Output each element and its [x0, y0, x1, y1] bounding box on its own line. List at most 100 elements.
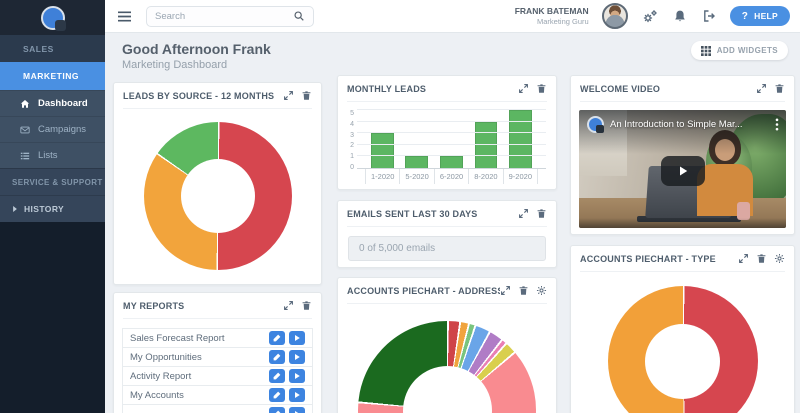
- remove-widget-button[interactable]: [774, 83, 785, 94]
- run-report-button[interactable]: [289, 331, 305, 345]
- sidebar-item-lists[interactable]: Lists: [0, 142, 105, 168]
- expand-icon: [519, 84, 528, 93]
- widget-title: WELCOME VIDEO: [580, 83, 661, 94]
- user-avatar[interactable]: [601, 3, 628, 29]
- remove-widget-button[interactable]: [756, 253, 767, 264]
- sidebar-item-sales[interactable]: SALES: [0, 35, 105, 62]
- search-box[interactable]: [146, 5, 314, 27]
- edit-report-button[interactable]: [269, 388, 285, 402]
- edit-report-button[interactable]: [269, 369, 285, 383]
- gear-icon: [774, 253, 785, 264]
- question-mark-icon: ?: [741, 10, 749, 22]
- video-thumbnail[interactable]: An Introduction to Simple Mar...: [579, 110, 786, 228]
- video-scene-laptop: [637, 216, 741, 222]
- sidebar-item-label: Campaigns: [38, 124, 87, 135]
- expand-widget-button[interactable]: [283, 300, 294, 311]
- sidebar-item-label: MARKETING: [23, 71, 79, 81]
- report-row: Sales Forecast Report: [123, 329, 312, 348]
- widget-header: WELCOME VIDEO: [580, 76, 785, 102]
- grid-icon: [700, 45, 711, 56]
- monthly-leads-bar-chart: 5 4 3 2 1 0 1-2020 5-2020 6-2020 8-2020 9-2020: [344, 109, 546, 184]
- expand-widget-button[interactable]: [518, 208, 529, 219]
- sidebar: SALES MARKETING Dashboard Campaigns List…: [0, 0, 105, 413]
- widget-monthly-leads: MONTHLY LEADS 5 4 3 2 1 0 1-2020 5-2020 6-2020 8…: [337, 75, 557, 190]
- hamburger-icon: [118, 10, 131, 22]
- configure-widget-button[interactable]: [774, 253, 785, 264]
- report-row: Activity Report: [123, 367, 312, 386]
- sidebar-item-marketing[interactable]: MARKETING: [0, 62, 105, 90]
- pencil-icon: [273, 391, 281, 399]
- email-progress-bar: 0 of 5,000 emails: [348, 236, 546, 261]
- widget-title: ACCOUNTS PIECHART - TYPE: [580, 253, 716, 264]
- y-tick-label: 0: [350, 163, 354, 171]
- video-titlebar: An Introduction to Simple Mar...: [587, 116, 779, 133]
- video-play-button[interactable]: [660, 156, 705, 187]
- sidebar-item-label: HISTORY: [24, 204, 65, 214]
- widget-header: LEADS BY SOURCE - 12 MONTHS: [123, 83, 312, 109]
- remove-widget-button[interactable]: [518, 285, 529, 296]
- y-axis-labels: 5 4 3 2 1 0: [344, 110, 357, 184]
- y-tick-label: 5: [350, 110, 354, 117]
- trash-icon: [302, 301, 311, 310]
- page-title: Good Afternoon Frank: [122, 41, 271, 57]
- leads-by-source-donut-chart: [143, 122, 292, 270]
- report-name-link[interactable]: My Opportunities: [130, 351, 202, 363]
- edit-report-button[interactable]: [269, 407, 285, 413]
- search-input[interactable]: [155, 10, 287, 22]
- brand-logo-notch: [596, 125, 604, 133]
- remove-widget-button[interactable]: [536, 83, 547, 94]
- expand-widget-button[interactable]: [500, 285, 511, 296]
- logout-icon: [703, 10, 715, 22]
- notifications-button[interactable]: [672, 8, 688, 24]
- widget-header: MONTHLY LEADS: [347, 76, 547, 102]
- edit-report-button[interactable]: [269, 350, 285, 364]
- kebab-menu-icon[interactable]: [775, 118, 779, 131]
- run-report-button[interactable]: [289, 369, 305, 383]
- app-logo[interactable]: [0, 0, 105, 35]
- home-icon: [20, 99, 30, 108]
- remove-widget-button[interactable]: [301, 300, 312, 311]
- configure-widget-button[interactable]: [536, 285, 547, 296]
- sidebar-item-dashboard[interactable]: Dashboard: [0, 90, 105, 116]
- expand-widget-button[interactable]: [283, 90, 294, 101]
- sidebar-item-history[interactable]: HISTORY: [0, 195, 105, 222]
- sidebar-item-campaigns[interactable]: Campaigns: [0, 116, 105, 142]
- y-tick-label: 1: [350, 153, 354, 161]
- help-button[interactable]: ? HELP: [729, 6, 790, 26]
- run-report-button[interactable]: [289, 350, 305, 364]
- list-icon: [20, 152, 30, 159]
- settings-button[interactable]: [641, 8, 659, 25]
- remove-widget-button[interactable]: [536, 208, 547, 219]
- brand-logo-icon: [40, 5, 66, 31]
- pencil-icon: [273, 334, 281, 342]
- run-report-button[interactable]: [289, 407, 305, 413]
- search-icon[interactable]: [293, 10, 305, 22]
- widget-welcome-video: WELCOME VIDEO An Introduction to Simple …: [570, 75, 795, 235]
- remove-widget-button[interactable]: [301, 90, 312, 101]
- user-name: FRANK BATEMAN: [514, 6, 589, 16]
- expand-widget-button[interactable]: [738, 253, 749, 264]
- expand-widget-button[interactable]: [518, 83, 529, 94]
- report-name-link[interactable]: Sales Forecast Report: [130, 332, 225, 344]
- edit-report-button[interactable]: [269, 331, 285, 345]
- report-name-link[interactable]: My Accounts: [130, 389, 184, 401]
- expand-icon: [284, 91, 293, 100]
- report-name-link[interactable]: Activity Report: [130, 370, 192, 382]
- trash-icon: [537, 209, 546, 218]
- hamburger-menu-button[interactable]: [115, 8, 134, 25]
- x-axis-labels: 1-2020 5-2020 6-2020 8-2020 9-2020: [357, 169, 546, 184]
- play-icon: [295, 353, 300, 361]
- expand-widget-button[interactable]: [756, 83, 767, 94]
- page-subtitle: Marketing Dashboard: [122, 59, 228, 71]
- widget-title: MY REPORTS: [123, 300, 185, 311]
- x-tick-label: 1-2020: [365, 169, 401, 184]
- settings-gears-icon: [643, 9, 657, 22]
- sidebar-item-service-support[interactable]: SERVICE & SUPPORT: [0, 168, 105, 195]
- add-widgets-button[interactable]: ADD WIDGETS: [690, 41, 788, 60]
- run-report-button[interactable]: [289, 388, 305, 402]
- widget-accounts-piechart-addresscountry: ACCOUNTS PIECHART - ADDRESSCOUNTRY: [337, 277, 557, 413]
- widget-title: EMAILS SENT LAST 30 DAYS: [347, 208, 478, 219]
- bell-icon: [674, 10, 685, 22]
- logout-button[interactable]: [701, 8, 717, 24]
- widget-header: ACCOUNTS PIECHART - ADDRESSCOUNTRY: [347, 278, 547, 304]
